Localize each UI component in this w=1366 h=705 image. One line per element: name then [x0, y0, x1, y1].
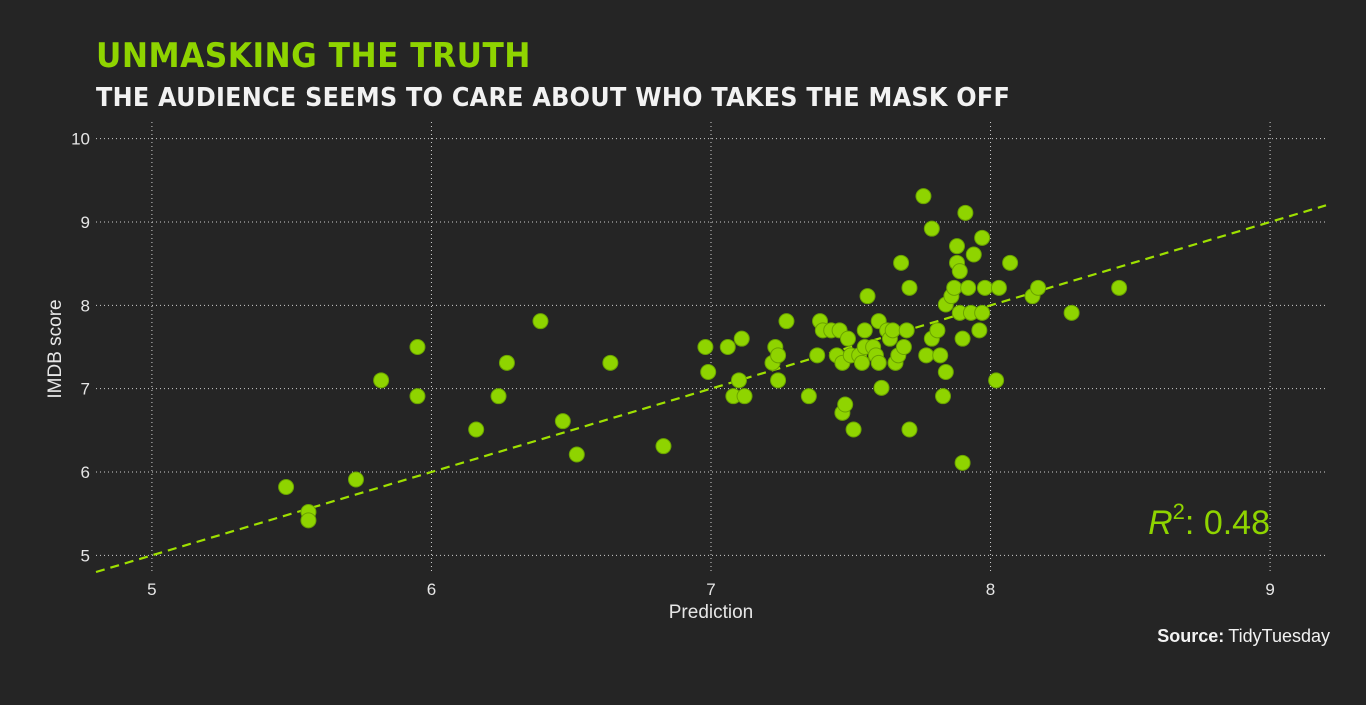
- y-tick-label: 5: [81, 546, 90, 565]
- data-point: [960, 279, 977, 296]
- data-points: [278, 188, 1128, 529]
- data-point: [893, 254, 910, 271]
- data-point: [976, 279, 993, 296]
- x-tick-label: 7: [706, 580, 715, 599]
- data-point: [490, 388, 507, 405]
- data-point: [859, 288, 876, 305]
- data-point: [937, 364, 954, 380]
- data-point: [778, 313, 795, 330]
- source-caption: Source: TidyTuesday: [1157, 626, 1330, 647]
- r-squared-symbol: R: [1148, 504, 1173, 542]
- data-point: [853, 354, 870, 371]
- data-point: [554, 413, 571, 430]
- data-point: [278, 479, 295, 495]
- x-tick-label: 6: [427, 580, 436, 599]
- data-point: [990, 279, 1007, 296]
- data-point: [655, 438, 672, 455]
- data-point: [468, 421, 485, 438]
- data-point: [845, 421, 862, 438]
- data-point: [730, 372, 747, 389]
- data-point: [949, 238, 965, 255]
- chart-subtitle: The audience seems to care about who tak…: [96, 83, 1011, 113]
- data-point: [532, 313, 549, 330]
- data-point: [873, 379, 890, 396]
- data-point: [935, 388, 952, 405]
- data-point: [697, 339, 714, 355]
- x-tick-label: 9: [1265, 580, 1274, 599]
- data-point: [1002, 254, 1019, 271]
- y-tick-labels: 5 6 7 8 9 10: [71, 130, 90, 566]
- y-tick-label: 6: [81, 463, 90, 482]
- data-point: [800, 388, 817, 405]
- data-point: [965, 246, 982, 263]
- data-point: [770, 347, 787, 364]
- data-point: [602, 354, 619, 371]
- data-point: [870, 354, 887, 371]
- data-point: [770, 372, 787, 389]
- data-point: [954, 454, 971, 471]
- data-point: [957, 204, 974, 221]
- data-point: [954, 330, 971, 347]
- x-tick-labels: 5 6 7 8 9: [147, 580, 1275, 599]
- data-point: [923, 220, 940, 237]
- data-point: [839, 330, 856, 347]
- y-tick-label: 10: [71, 130, 90, 149]
- x-tick-label: 5: [147, 580, 156, 599]
- data-point: [929, 322, 946, 339]
- y-axis-title: IMDB score: [45, 299, 66, 398]
- grid-lines: [96, 122, 1326, 572]
- source-label: Source:: [1157, 626, 1225, 646]
- r-squared-exponent: 2: [1173, 499, 1185, 524]
- data-point: [300, 512, 317, 529]
- data-point: [901, 279, 918, 296]
- r-squared-separator: :: [1185, 504, 1204, 542]
- data-point: [884, 322, 901, 339]
- data-point: [1030, 279, 1047, 296]
- data-point: [974, 229, 991, 246]
- data-point: [733, 330, 750, 347]
- data-point: [409, 388, 426, 405]
- data-point: [373, 372, 390, 389]
- data-point: [409, 339, 426, 355]
- data-point: [498, 354, 515, 371]
- r-squared-value: 0.48: [1204, 504, 1270, 542]
- data-point: [736, 388, 753, 405]
- data-point: [951, 263, 968, 280]
- x-tick-label: 8: [986, 580, 995, 599]
- data-point: [901, 421, 918, 438]
- data-point: [1063, 304, 1080, 321]
- data-point: [918, 347, 935, 364]
- data-point: [347, 471, 364, 488]
- data-point: [932, 347, 949, 364]
- data-point: [568, 446, 585, 463]
- y-tick-label: 7: [81, 380, 90, 399]
- y-tick-label: 8: [81, 296, 90, 315]
- data-point: [1111, 279, 1128, 296]
- data-point: [700, 364, 717, 380]
- r-squared-annotation: R2: 0.48: [1148, 499, 1270, 542]
- data-point: [915, 188, 932, 205]
- data-point: [856, 322, 873, 339]
- data-point: [898, 322, 915, 339]
- source-value: TidyTuesday: [1228, 626, 1330, 646]
- x-axis-title: Prediction: [669, 602, 754, 623]
- y-tick-label: 9: [81, 213, 90, 232]
- data-point: [988, 372, 1005, 389]
- data-point: [974, 304, 991, 321]
- chart-title: Unmasking the truth: [96, 36, 531, 76]
- data-point: [971, 322, 988, 339]
- data-point: [895, 339, 912, 355]
- data-point: [946, 279, 963, 296]
- data-point: [809, 347, 826, 364]
- data-point: [719, 339, 736, 355]
- data-point: [837, 396, 854, 413]
